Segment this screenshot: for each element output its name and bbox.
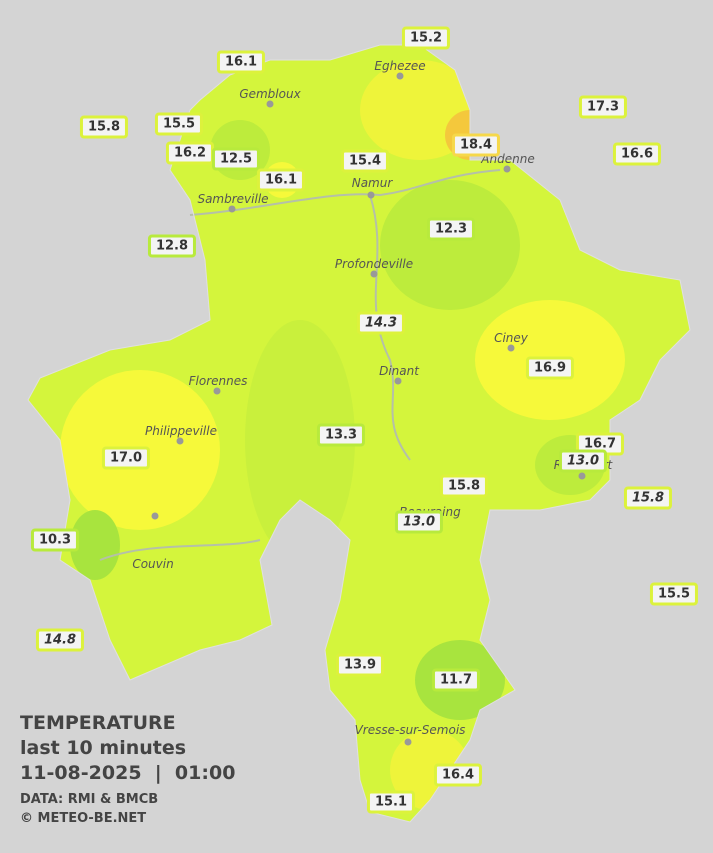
timestamp: 11-08-2025 | 01:00	[20, 762, 236, 784]
city-label: Profondeville	[334, 257, 414, 271]
station-value: 15.8	[79, 115, 129, 139]
station-value: 17.3	[578, 95, 628, 119]
city-label: Florennes	[188, 374, 248, 388]
city-label: Vresse-sur-Semois	[354, 723, 466, 737]
station-value: 15.2	[401, 26, 451, 50]
city-label: Namur	[351, 176, 393, 190]
station-value: 12.8	[147, 234, 197, 258]
station-value: 12.3	[426, 217, 476, 241]
station-value: 13.0	[558, 449, 608, 473]
station-value: 15.5	[649, 582, 699, 606]
station-value: 16.4	[433, 763, 483, 787]
river	[369, 194, 411, 461]
city-label: Sambreville	[197, 192, 269, 206]
station-value: 16.6	[612, 142, 662, 166]
station-value: 15.4	[340, 149, 390, 173]
station-value: 15.1	[366, 790, 416, 814]
station-value: 17.0	[101, 446, 151, 470]
city-label: Couvin	[132, 557, 174, 571]
station-value: 10.3	[30, 528, 80, 552]
station-value: 16.9	[525, 356, 575, 380]
station-value: 13.0	[394, 510, 444, 534]
city-label: Gembloux	[239, 87, 301, 101]
station-value: 13.3	[316, 423, 366, 447]
credit: DATA: RMI & BMCB	[20, 792, 159, 807]
city-label: Ciney	[494, 331, 528, 345]
city-label: Eghezee	[374, 59, 426, 73]
station-value: 15.8	[623, 486, 673, 510]
station-value: 11.7	[431, 668, 481, 692]
subtitle: last 10 minutes	[20, 737, 187, 759]
station-value: 14.8	[35, 628, 85, 652]
credit: © METEO-BE.NET	[20, 811, 147, 826]
station-value: 15.5	[154, 112, 204, 136]
station-value: 16.1	[256, 168, 306, 192]
station-value: 13.9	[335, 653, 385, 677]
city-label: Philippeville	[145, 424, 217, 438]
station-value: 14.3	[356, 311, 406, 335]
title: TEMPERATURE	[20, 712, 176, 734]
station-value: 12.5	[211, 147, 261, 171]
station-value: 16.2	[165, 141, 215, 165]
river	[99, 539, 261, 561]
station-value: 15.8	[439, 474, 489, 498]
city-label: Dinant	[379, 364, 419, 378]
river	[189, 169, 501, 216]
station-value: 18.4	[451, 133, 501, 157]
station-value: 16.1	[216, 50, 266, 74]
